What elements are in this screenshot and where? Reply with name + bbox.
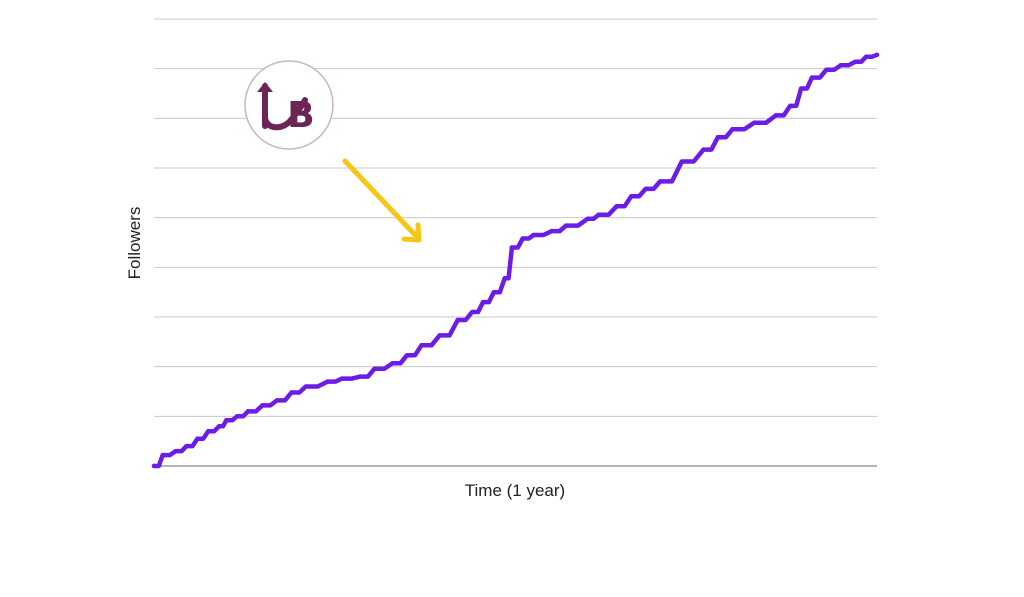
series-point <box>234 414 240 419</box>
series-point <box>751 120 757 126</box>
series-point <box>325 379 330 384</box>
series-point <box>480 299 486 305</box>
series-point <box>491 289 497 295</box>
series-point <box>404 353 410 358</box>
series-point <box>824 67 829 72</box>
series-point <box>216 424 222 429</box>
series-point <box>715 135 721 140</box>
series-point <box>455 317 460 323</box>
series-point <box>563 223 569 228</box>
series-point <box>509 245 515 250</box>
series-point <box>863 54 869 59</box>
series-point <box>520 236 525 241</box>
series-point <box>274 398 280 403</box>
series-point <box>224 418 229 423</box>
series-point <box>206 429 211 434</box>
series-point <box>596 212 601 217</box>
series-points <box>151 52 880 469</box>
series-point <box>853 59 858 64</box>
series-point <box>372 366 377 371</box>
series-point <box>614 204 619 209</box>
series-point <box>160 452 165 458</box>
pointer-arrow-shaft <box>342 158 421 241</box>
series-point <box>838 62 844 68</box>
series-point <box>679 159 684 164</box>
series-point <box>195 436 200 441</box>
pointer-arrow-icon <box>342 158 422 243</box>
x-axis-title: Time (1 year) <box>465 481 565 500</box>
series-point <box>809 75 815 80</box>
series-point <box>549 228 554 234</box>
logo-up-arrow-head-icon <box>257 82 273 92</box>
series-point <box>628 194 634 199</box>
series-point <box>289 390 294 395</box>
series-point <box>798 86 804 91</box>
series-point <box>245 409 251 414</box>
y-axis-title: Followers <box>125 207 144 280</box>
logo-swoosh-icon <box>262 97 308 131</box>
series-point <box>184 443 189 449</box>
followers-series-line <box>151 52 880 469</box>
series-point <box>151 463 157 469</box>
logo-letter-b: B <box>287 95 314 136</box>
series-point <box>357 374 363 379</box>
series-point <box>788 103 793 109</box>
series-point <box>260 403 265 408</box>
series-point <box>773 113 778 118</box>
series-point <box>585 216 590 221</box>
series-point <box>469 309 475 315</box>
series-point <box>531 232 536 238</box>
series-point <box>643 186 648 192</box>
series-point <box>339 376 345 381</box>
series-point <box>502 276 507 281</box>
series-point <box>730 127 735 132</box>
series-point <box>657 179 663 184</box>
series-point <box>173 448 178 454</box>
series-point <box>701 147 706 152</box>
pointer-arrow-head <box>401 222 422 243</box>
brand-logo: B <box>244 60 334 150</box>
series-point <box>303 384 309 389</box>
series-point <box>419 343 424 348</box>
series-point <box>874 52 880 57</box>
series-point <box>390 360 395 366</box>
series-point <box>437 333 442 338</box>
